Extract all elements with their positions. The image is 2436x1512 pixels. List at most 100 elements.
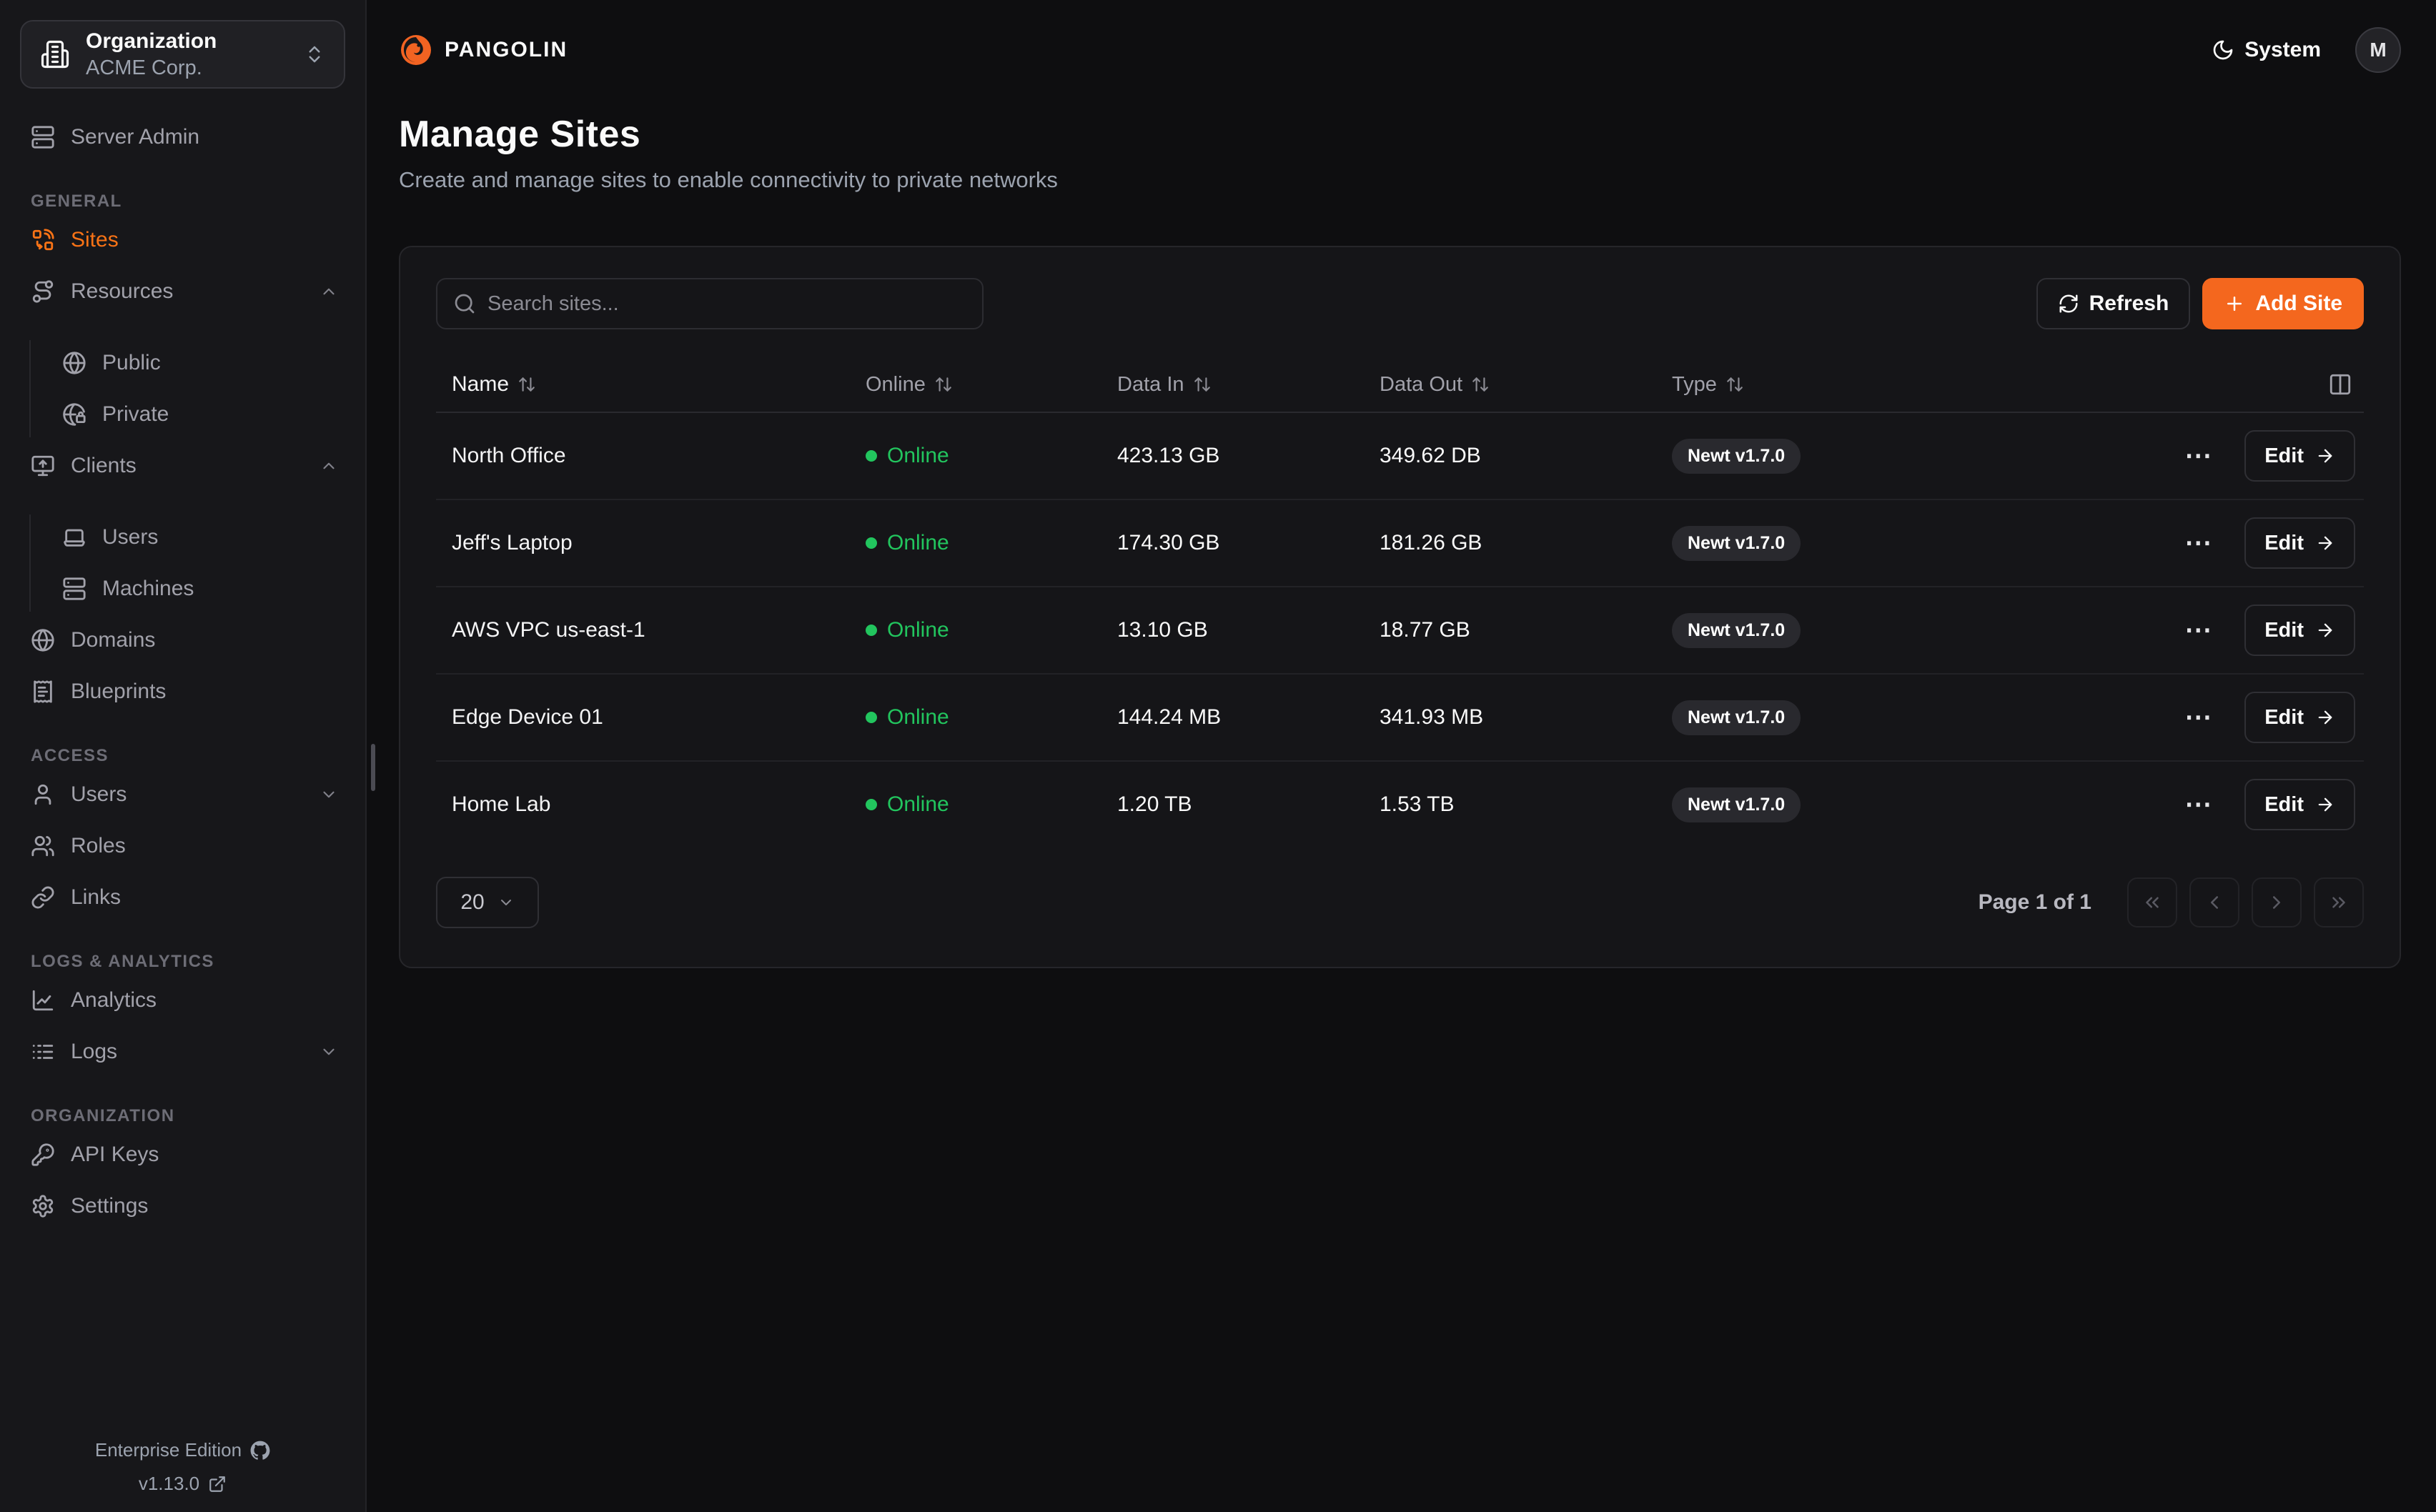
type-cell: Newt v1.7.0: [1672, 438, 2182, 474]
column-header-data-in[interactable]: Data In: [1117, 373, 1380, 397]
sidebar-item-label: Analytics: [71, 988, 157, 1012]
external-link-icon[interactable]: [208, 1475, 227, 1493]
first-page-button[interactable]: [2127, 877, 2177, 927]
pagination: 20 Page 1 of 1: [436, 877, 2364, 928]
organization-label: Organization: [86, 29, 217, 53]
column-label: Name: [452, 372, 510, 396]
building-icon: [40, 39, 70, 69]
row-menu-button[interactable]: ⋯: [2182, 617, 2214, 644]
sidebar-item-domains[interactable]: Domains: [0, 617, 365, 663]
column-label: Data Out: [1380, 372, 1463, 396]
sidebar-item-label: Blueprints: [71, 680, 167, 703]
arrow-right-icon: [2315, 707, 2335, 727]
sidebar-item-client-users[interactable]: Users: [31, 514, 365, 560]
sidebar-item-label: Settings: [71, 1194, 149, 1218]
globe-icon: [62, 351, 86, 375]
sidebar-item-sites[interactable]: Sites: [0, 217, 365, 263]
chevrons-right-icon: [2328, 892, 2350, 913]
pagination-buttons: [2127, 877, 2364, 927]
column-header-online[interactable]: Online: [866, 373, 1117, 397]
chart-line-icon: [31, 988, 55, 1013]
sidebar-item-machines[interactable]: Machines: [31, 566, 365, 612]
next-page-button[interactable]: [2252, 877, 2302, 927]
sidebar-item-users[interactable]: Users: [0, 772, 365, 817]
sidebar-item-label: Public: [102, 351, 161, 374]
row-actions: ⋯ Edit: [2182, 779, 2364, 830]
sidebar-item-public[interactable]: Public: [31, 340, 365, 386]
previous-page-button[interactable]: [2189, 877, 2239, 927]
row-menu-button[interactable]: ⋯: [2182, 442, 2214, 469]
sites-icon: [31, 228, 55, 252]
page-size-value: 20: [460, 890, 485, 914]
page-size-select[interactable]: 20: [436, 877, 539, 928]
add-site-button[interactable]: Add Site: [2202, 278, 2364, 329]
row-actions: ⋯ Edit: [2182, 517, 2364, 569]
topbar: PANGOLIN System M: [399, 27, 2401, 73]
sidebar-item-private[interactable]: Private: [31, 392, 365, 437]
github-icon[interactable]: [250, 1441, 270, 1461]
arrow-right-icon: [2315, 795, 2335, 815]
sort-icon: [1726, 375, 1744, 394]
logs-icon: [31, 1040, 55, 1064]
sidebar-item-clients[interactable]: Clients: [0, 443, 365, 489]
edit-button[interactable]: Edit: [2244, 605, 2355, 656]
site-name: Home Lab: [452, 792, 551, 816]
page-subtitle: Create and manage sites to enable connec…: [399, 167, 1058, 192]
status-label: Online: [887, 705, 949, 729]
theme-label: System: [2244, 38, 2321, 61]
organization-switcher[interactable]: Organization ACME Corp.: [20, 20, 345, 89]
status-cell: Online: [866, 792, 1117, 817]
search-input[interactable]: [487, 292, 966, 316]
status-cell: Online: [866, 705, 1117, 730]
edit-button[interactable]: Edit: [2244, 430, 2355, 482]
chevron-up-icon: [320, 282, 338, 301]
key-icon: [31, 1143, 55, 1167]
version-label: v1.13.0: [138, 1473, 200, 1494]
column-label: Data In: [1117, 372, 1184, 396]
sidebar-item-api-keys[interactable]: API Keys: [0, 1132, 365, 1178]
column-label: Online: [866, 372, 926, 396]
online-dot-icon: [866, 537, 877, 549]
edit-button[interactable]: Edit: [2244, 692, 2355, 743]
avatar[interactable]: M: [2355, 27, 2401, 73]
sidebar-item-label: Machines: [102, 577, 194, 600]
data-out: 1.53 TB: [1380, 792, 1455, 816]
sidebar-item-links[interactable]: Links: [0, 875, 365, 920]
last-page-button[interactable]: [2314, 877, 2364, 927]
section-label-general: GENERAL: [31, 192, 122, 211]
section-label-access: ACCESS: [31, 746, 109, 765]
sites-card: Refresh Add Site Name Online: [399, 246, 2401, 968]
refresh-label: Refresh: [2089, 292, 2169, 315]
column-visibility-button[interactable]: [2328, 372, 2364, 397]
sidebar-item-analytics[interactable]: Analytics: [0, 978, 365, 1023]
topbar-right: System M: [2212, 27, 2401, 73]
type-cell: Newt v1.7.0: [1672, 612, 2182, 648]
sidebar-item-roles[interactable]: Roles: [0, 823, 365, 869]
columns-icon: [2328, 372, 2352, 397]
theme-toggle[interactable]: System: [2212, 38, 2321, 62]
sidebar-item-logs[interactable]: Logs: [0, 1029, 365, 1075]
edit-button[interactable]: Edit: [2244, 779, 2355, 830]
data-in: 144.24 MB: [1117, 705, 1222, 729]
sidebar-item-blueprints[interactable]: Blueprints: [0, 669, 365, 715]
column-header-type[interactable]: Type: [1672, 373, 2328, 397]
sites-table: Name Online Data In Data Out Type: [436, 367, 2364, 847]
pagination-right: Page 1 of 1: [1979, 877, 2364, 927]
brand[interactable]: PANGOLIN: [399, 33, 568, 67]
column-header-data-out[interactable]: Data Out: [1380, 373, 1672, 397]
edit-label: Edit: [2264, 705, 2304, 729]
sidebar-item-resources[interactable]: Resources: [0, 269, 365, 314]
type-cell: Newt v1.7.0: [1672, 787, 2182, 822]
row-menu-button[interactable]: ⋯: [2182, 704, 2214, 731]
sidebar-footer: Enterprise Edition v1.13.0: [0, 1428, 365, 1495]
refresh-button[interactable]: Refresh: [2036, 278, 2191, 329]
avatar-initial: M: [2370, 39, 2387, 61]
row-menu-button[interactable]: ⋯: [2182, 529, 2214, 557]
sidebar-item-settings[interactable]: Settings: [0, 1183, 365, 1229]
status-label: Online: [887, 618, 949, 642]
row-menu-button[interactable]: ⋯: [2182, 791, 2214, 818]
sidebar-item-server-admin[interactable]: Server Admin: [0, 114, 365, 160]
sidebar-scrollbar-thumb[interactable]: [371, 744, 375, 791]
edit-button[interactable]: Edit: [2244, 517, 2355, 569]
column-header-name[interactable]: Name: [436, 372, 866, 397]
